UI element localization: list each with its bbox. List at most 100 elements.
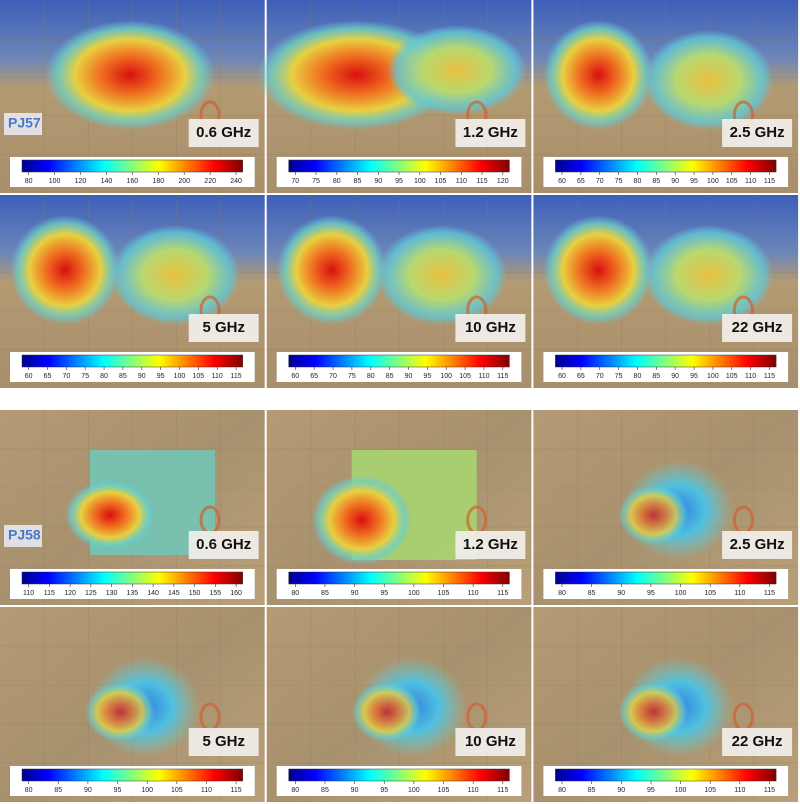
frequency-box xyxy=(188,728,259,756)
colorbar-tick-label: 95 xyxy=(380,590,388,597)
frequency-box xyxy=(722,119,793,147)
colorbar-tick-label: 90 xyxy=(405,373,413,380)
colorbar-tick-label: 85 xyxy=(321,787,329,794)
colorbar xyxy=(555,571,777,585)
heat-blob xyxy=(618,682,689,742)
colorbar-tick-label: 160 xyxy=(127,178,139,185)
colorbar xyxy=(555,159,777,173)
map-panel: 10 GHz 60 65 70 75 80 85 90 95 100 105 110 115 xyxy=(266,195,532,388)
heat-blob xyxy=(543,215,654,325)
colorbar-tick-label: 80 xyxy=(634,178,642,185)
colorbar-tick-label: 100 xyxy=(707,178,719,185)
probe-label: PJ58 xyxy=(8,527,41,543)
frequency-label: 2.5 GHz xyxy=(730,536,785,553)
colorbar-tick-label: 110 xyxy=(478,373,489,380)
map-panel: 1.2 GHz 70 75 80 85 90 95 100 105 110 115 120 xyxy=(256,0,532,193)
map-panel: 22 GHz 80 85 90 95 100 105 110 115 xyxy=(533,607,799,802)
colorbar-tick-label: 85 xyxy=(652,373,660,380)
colorbar-tick-label: 80 xyxy=(291,590,299,597)
colorbar-tick-label: 105 xyxy=(726,178,738,185)
colorbar-tick-label: 110 xyxy=(468,787,479,794)
colorbar-tick-label: 85 xyxy=(54,787,62,794)
colorbar xyxy=(288,159,510,173)
map-panel: 1.2 GHz 80 85 90 95 100 105 110 115 xyxy=(266,410,532,605)
colorbar-tick-label: 115 xyxy=(764,787,775,794)
colorbar-tick-label: 160 xyxy=(230,590,242,597)
colorbar-tick-label: 100 xyxy=(675,787,687,794)
colorbar-tick-label: 95 xyxy=(157,373,165,380)
colorbar-tick-label: 110 xyxy=(468,590,479,597)
colorbar xyxy=(288,354,510,368)
colorbar-tick-label: 80 xyxy=(367,373,375,380)
colorbar-tick-label: 115 xyxy=(497,590,508,597)
colorbar-tick-label: 200 xyxy=(178,178,190,185)
colorbar-tick-label: 65 xyxy=(577,373,585,380)
colorbar xyxy=(555,354,777,368)
frequency-label: 2.5 GHz xyxy=(730,124,785,141)
heat-blob xyxy=(386,25,527,115)
frequency-label: 0.6 GHz xyxy=(196,536,251,553)
colorbar-tick-label: 95 xyxy=(380,787,388,794)
frequency-label: 0.6 GHz xyxy=(196,124,251,141)
colorbar-tick-label: 75 xyxy=(615,178,623,185)
colorbar xyxy=(21,571,243,585)
colorbar-tick-label: 70 xyxy=(329,373,337,380)
colorbar-tick-label: 90 xyxy=(351,787,359,794)
frequency-label: 22 GHz xyxy=(732,733,783,750)
colorbar-tick-label: 100 xyxy=(141,787,153,794)
colorbar-tick-label: 110 xyxy=(23,590,34,597)
frequency-label: 10 GHz xyxy=(465,733,516,750)
colorbar-tick-label: 115 xyxy=(44,590,55,597)
colorbar-tick-label: 90 xyxy=(138,373,146,380)
colorbar-tick-label: 120 xyxy=(64,590,76,597)
frequency-box xyxy=(188,531,259,559)
frequency-box xyxy=(455,728,526,756)
colorbar-tick-label: 105 xyxy=(704,590,716,597)
colorbar-tick-label: 135 xyxy=(127,590,139,597)
colorbar-tick-label: 60 xyxy=(558,373,566,380)
colorbar-tick-label: 155 xyxy=(209,590,221,597)
colorbar-tick-label: 240 xyxy=(230,178,242,185)
colorbar-tick-label: 110 xyxy=(734,590,745,597)
colorbar-tick-label: 95 xyxy=(647,590,655,597)
colorbar-tick-label: 65 xyxy=(44,373,52,380)
colorbar-tick-label: 105 xyxy=(438,787,450,794)
colorbar-tick-label: 70 xyxy=(291,178,299,185)
frequency-box xyxy=(455,119,526,147)
colorbar-tick-label: 100 xyxy=(408,787,420,794)
colorbar-tick-label: 95 xyxy=(647,787,655,794)
map-panel: 22 GHz 60 65 70 75 80 85 90 95 100 105 110 115 xyxy=(533,195,799,388)
colorbar-tick-label: 85 xyxy=(588,590,596,597)
frequency-label: 5 GHz xyxy=(202,733,245,750)
frequency-box xyxy=(188,119,259,147)
colorbar-tick-label: 80 xyxy=(333,178,341,185)
colorbar-tick-label: 120 xyxy=(497,178,509,185)
colorbar-tick-label: 140 xyxy=(147,590,159,597)
colorbar-tick-label: 90 xyxy=(671,373,679,380)
colorbar-tick-label: 100 xyxy=(440,373,452,380)
colorbar-tick-label: 110 xyxy=(212,373,223,380)
map-panel: 10 GHz 80 85 90 95 100 105 110 115 xyxy=(266,607,532,802)
heat-blob xyxy=(376,225,507,325)
heat-blob xyxy=(311,475,412,565)
probe-label-box xyxy=(4,525,42,547)
colorbar-tick-label: 105 xyxy=(459,373,471,380)
colorbar-tick-label: 105 xyxy=(438,590,450,597)
colorbar-tick-label: 90 xyxy=(671,178,679,185)
frequency-label: 10 GHz xyxy=(465,319,516,336)
colorbar-tick-label: 150 xyxy=(189,590,201,597)
colorbar-tick-label: 115 xyxy=(230,787,241,794)
colorbar-tick-label: 100 xyxy=(49,178,61,185)
colorbar-tick-label: 100 xyxy=(414,178,426,185)
colorbar-tick-label: 125 xyxy=(85,590,97,597)
map-panel: 0.6 GHz 110 115 120 125 130 135 140 145 150 155 160… xyxy=(0,410,265,605)
map-panel: 5 GHz 80 85 90 95 100 105 110 115 xyxy=(0,607,265,802)
colorbar-tick-label: 85 xyxy=(354,178,362,185)
colorbar-tick-label: 70 xyxy=(596,178,604,185)
colorbar-tick-label: 115 xyxy=(230,373,241,380)
frequency-label: 1.2 GHz xyxy=(463,536,518,553)
colorbar-tick-label: 180 xyxy=(152,178,164,185)
colorbar-tick-label: 75 xyxy=(312,178,320,185)
colorbar-tick-label: 145 xyxy=(168,590,180,597)
heat-blob xyxy=(10,215,120,325)
